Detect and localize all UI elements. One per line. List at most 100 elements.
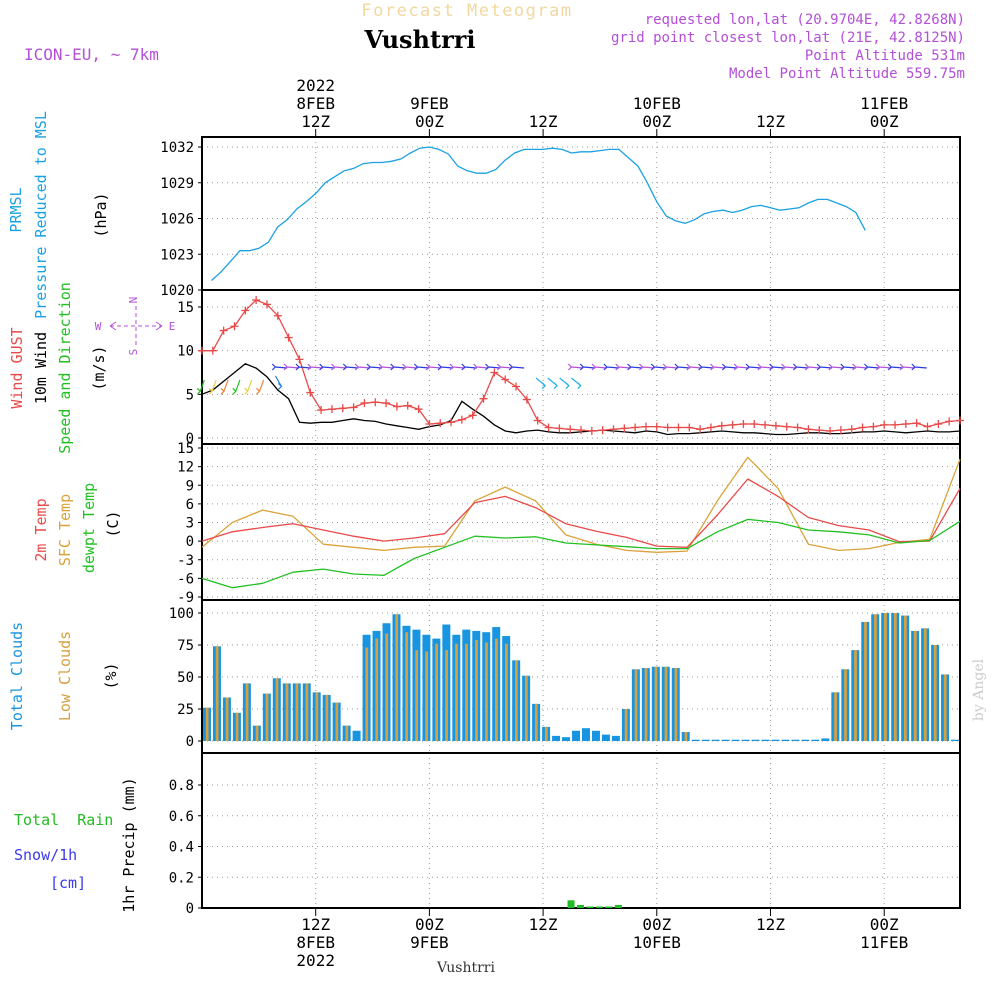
- temp-ytick-label: 0: [186, 534, 194, 550]
- wind-direction-arrow: [899, 363, 916, 371]
- compass-arrow-e-icon: [155, 321, 163, 331]
- info-line-4: Model Point Altitude 559.75m: [729, 66, 965, 82]
- gust-marker: [587, 427, 596, 436]
- gust-marker: [457, 415, 466, 424]
- gust-marker: [501, 375, 510, 384]
- cloud-low-bar: [465, 643, 468, 741]
- wind-direction-arrow: [769, 363, 785, 371]
- cloud-low-bar: [933, 645, 937, 741]
- top-time-label: 00Z: [642, 112, 671, 131]
- gust-marker: [468, 411, 477, 420]
- cloud-low-bar: [235, 712, 239, 741]
- temp-dew-label: dewpt Temp: [80, 483, 98, 573]
- gust-marker: [230, 322, 239, 331]
- cloud-low-bar: [405, 632, 409, 741]
- header: Forecast Meteogram Vushtrri ICON-EU, ~ 7…: [24, 1, 965, 82]
- gust-marker: [858, 423, 867, 432]
- wind-ytick-label: 10: [177, 344, 194, 360]
- wind-direction-arrow: [220, 379, 229, 395]
- cloud-low-bar: [395, 614, 399, 741]
- cloud-low-bar: [644, 668, 648, 741]
- temp-dew-line: [201, 518, 961, 589]
- gust-marker: [327, 405, 336, 414]
- pressure-line: [211, 146, 866, 281]
- bottom-time-label: 8FEB: [296, 933, 335, 952]
- cloud-low-bar: [874, 614, 877, 741]
- gust-marker: [847, 425, 856, 434]
- top-time-label: 00Z: [870, 112, 899, 131]
- gust-marker: [284, 333, 293, 342]
- cloud-low-bar: [624, 709, 628, 741]
- precip-frame: [201, 752, 961, 909]
- wind-direction-arrow: [757, 363, 773, 371]
- cloud-low-bar: [305, 683, 309, 741]
- cloud-low-bar: [923, 628, 927, 741]
- cloud-low-bar: [884, 613, 887, 741]
- wind-direction-arrow: [745, 363, 762, 371]
- wind-compass: N S W E: [95, 297, 176, 356]
- gust-marker: [414, 405, 423, 414]
- gust-marker: [782, 422, 791, 431]
- wind-direction-arrow: [579, 363, 596, 371]
- cloud-low-bar: [245, 683, 249, 741]
- cloud-low-bar: [654, 666, 658, 741]
- cloud-total-bar: [701, 739, 710, 741]
- wind-direction-arrow: [425, 363, 442, 371]
- pressure-label-prmsl: PRMSL: [7, 187, 25, 232]
- cloud-total-bar: [771, 739, 780, 741]
- cloud-total-bar: [731, 739, 740, 741]
- top-time-label: 2022: [296, 76, 335, 95]
- gust-marker: [609, 425, 618, 434]
- gust-marker: [317, 406, 326, 415]
- gust-marker: [891, 420, 900, 429]
- gust-marker: [533, 416, 542, 425]
- precip-ytick-label: 0.4: [169, 840, 194, 856]
- wind-direction-arrow: [244, 379, 253, 395]
- wind-direction-arrow: [816, 363, 833, 371]
- pressure-label-msl: Pressure Reduced to MSL: [32, 111, 50, 319]
- cloud-low-bar: [225, 697, 229, 741]
- cloud-total-bar: [711, 739, 720, 741]
- gust-marker: [901, 420, 910, 429]
- wind-direction-arrow: [887, 363, 904, 371]
- bottom-time-label: 12Z: [756, 915, 785, 934]
- cloud-total-bar: [821, 738, 830, 741]
- gust-marker: [620, 424, 629, 433]
- gust-marker: [208, 346, 217, 355]
- gust-marker: [382, 399, 391, 408]
- gust-marker: [739, 420, 748, 429]
- gust-marker: [945, 417, 954, 426]
- top-time-label: 8FEB: [296, 94, 335, 113]
- gust-marker: [360, 399, 369, 408]
- bottom-time-label: 2022: [296, 951, 335, 970]
- pressure-ytick-label: 1029: [160, 176, 194, 192]
- precip-rain-bar: [577, 904, 584, 908]
- wind-direction-arrow: [639, 363, 655, 371]
- gust-marker: [750, 420, 759, 429]
- gust-marker: [392, 402, 401, 411]
- clouds-unit: (%): [102, 662, 120, 689]
- gust-marker: [771, 421, 780, 430]
- wind-direction-arrow: [390, 363, 406, 371]
- wind-direction-arrow: [496, 363, 513, 371]
- wind-direction-arrow: [366, 363, 383, 371]
- compass-arrow-w-icon: [109, 321, 117, 331]
- gust-marker: [706, 423, 715, 432]
- cloud-low-bar: [943, 674, 947, 741]
- gust-marker: [652, 422, 661, 431]
- cloud-low-bar: [295, 683, 299, 741]
- temp-unit: (C): [104, 510, 122, 537]
- pressure-ytick-label: 1026: [160, 212, 194, 228]
- wind-ytick-label: 5: [186, 387, 194, 403]
- top-time-label: 12Z: [529, 112, 558, 131]
- footer: Vushtrri by Angel: [436, 658, 987, 976]
- gust-marker: [956, 416, 964, 425]
- cloud-total-bar: [761, 739, 770, 741]
- wind-direction-arrow: [615, 363, 631, 371]
- wind-direction-arrow: [733, 363, 750, 371]
- gust-marker: [349, 403, 358, 412]
- wind-10m-line: [201, 363, 961, 436]
- top-time-label: 12Z: [301, 112, 330, 131]
- gust-marker: [923, 422, 932, 431]
- wind-direction-arrow: [307, 363, 323, 371]
